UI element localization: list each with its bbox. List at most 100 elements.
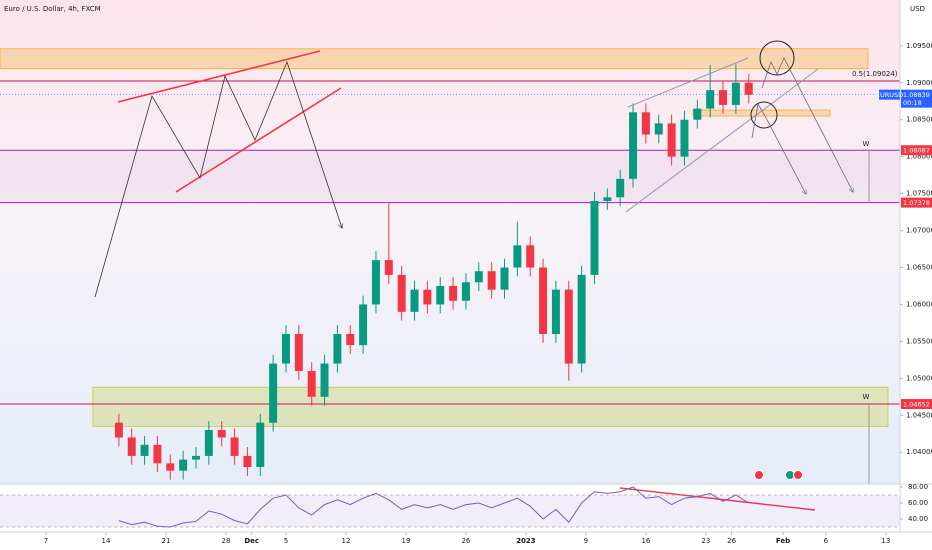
trend-line xyxy=(175,87,342,193)
price-tag xyxy=(901,197,932,208)
event-icon[interactable] xyxy=(793,470,803,480)
rsi-line xyxy=(118,486,749,528)
candle-body xyxy=(744,82,753,95)
candle-body xyxy=(616,178,625,198)
highlight-circle xyxy=(759,40,795,76)
y-tick-label: 1.06000 xyxy=(906,300,932,308)
candle-body xyxy=(140,444,149,456)
candle-body xyxy=(204,430,213,456)
x-tick-label: 5 xyxy=(284,537,288,545)
level-band xyxy=(0,150,900,203)
candle-body xyxy=(192,455,200,460)
candle-body xyxy=(281,333,290,364)
x-tick-label: 7 xyxy=(44,537,48,545)
candle-body xyxy=(346,333,355,346)
candle-body xyxy=(539,267,548,334)
candle-body xyxy=(654,123,663,135)
y-tick-label: 1.09000 xyxy=(906,79,932,87)
candle-body xyxy=(166,463,175,471)
price-tag-label: 1.08087 xyxy=(903,147,930,155)
channel-line xyxy=(627,57,749,108)
rsi-tick-label: 40.00 xyxy=(908,515,928,523)
projection-path xyxy=(751,102,806,194)
candle-body xyxy=(551,289,560,334)
y-tick-label: 1.04000 xyxy=(906,448,932,456)
y-tick-label: 1.06500 xyxy=(906,263,932,271)
trend-line xyxy=(117,50,321,103)
annotation: W xyxy=(863,140,870,148)
y-tick-label: 1.07500 xyxy=(906,190,932,198)
x-tick-label: 19 xyxy=(401,537,410,545)
candle-body xyxy=(436,285,445,305)
candle-body xyxy=(719,90,728,105)
y-tick-label: 1.05000 xyxy=(906,374,932,382)
candle-body xyxy=(706,90,715,109)
x-tick-label: Dec xyxy=(244,537,259,545)
candle-body xyxy=(577,274,586,364)
x-tick-label: 13 xyxy=(881,537,890,545)
x-tick-label: 14 xyxy=(102,537,111,545)
candle-body xyxy=(371,260,380,305)
candle-body xyxy=(449,285,458,301)
event-icon[interactable] xyxy=(754,470,764,480)
price-zone xyxy=(0,48,869,70)
candle-body xyxy=(423,289,432,305)
price-tag-label: 1.04652 xyxy=(903,401,930,409)
candle-body xyxy=(667,123,676,157)
y-tick-label: 1.07000 xyxy=(906,227,932,235)
last-price-tag xyxy=(901,89,932,108)
rsi-trend-line xyxy=(619,487,816,511)
level-label: 0.5(1.09024) xyxy=(852,70,898,78)
rsi-tick-label: 60.00 xyxy=(908,499,928,507)
candle-body xyxy=(256,422,265,468)
candle-body xyxy=(500,267,509,290)
x-tick-label: 26 xyxy=(461,537,470,545)
candle-body xyxy=(294,333,303,371)
projection-path xyxy=(761,57,853,192)
candle-body xyxy=(384,260,393,275)
candle-body xyxy=(693,108,702,120)
countdown: 00:18 xyxy=(903,99,922,107)
candle-body xyxy=(127,437,136,456)
candle-body xyxy=(217,430,226,438)
annotation: W xyxy=(863,393,870,401)
candle-body xyxy=(641,112,650,135)
rsi-pane xyxy=(0,486,900,528)
candle-body xyxy=(307,370,316,397)
currency: USD xyxy=(910,5,925,13)
channel-line xyxy=(625,68,819,213)
x-tick-label: 23 xyxy=(701,537,710,545)
y-tick-label: 1.09500 xyxy=(906,42,932,50)
candle-body xyxy=(590,200,599,275)
x-tick-label: 2023 xyxy=(516,537,536,545)
candle-body xyxy=(564,289,573,364)
candle-body xyxy=(474,271,483,283)
x-tick-label: 16 xyxy=(641,537,650,545)
symbol-label: EURUSD xyxy=(876,91,903,99)
candle-body xyxy=(461,282,470,301)
candle-body xyxy=(269,363,278,423)
candle-body xyxy=(153,444,162,464)
candle-body xyxy=(230,437,239,456)
candle-body xyxy=(333,333,342,364)
candle-body xyxy=(114,422,123,438)
last-price-label: 1.08839 xyxy=(903,91,930,99)
candle-body xyxy=(526,245,535,268)
rsi-band xyxy=(0,495,900,527)
chart-title: Euro / U.S. Dollar, 4h, FXCM xyxy=(4,5,101,13)
x-tick-label: Feb xyxy=(776,537,790,545)
candle-body xyxy=(513,245,522,268)
candle-body xyxy=(359,304,368,346)
zones xyxy=(0,48,900,427)
x-tick-label: 28 xyxy=(222,537,231,545)
candles xyxy=(114,64,753,480)
x-tick-label: 21 xyxy=(162,537,171,545)
candle-body xyxy=(397,274,406,312)
candle-body xyxy=(680,119,689,157)
y-tick-label: 1.08500 xyxy=(906,116,932,124)
candle-body xyxy=(320,363,329,397)
candle-body xyxy=(410,289,419,312)
rsi-tick-label: 80.00 xyxy=(908,483,928,491)
candle-body xyxy=(603,197,612,201)
price-tag xyxy=(901,145,932,156)
